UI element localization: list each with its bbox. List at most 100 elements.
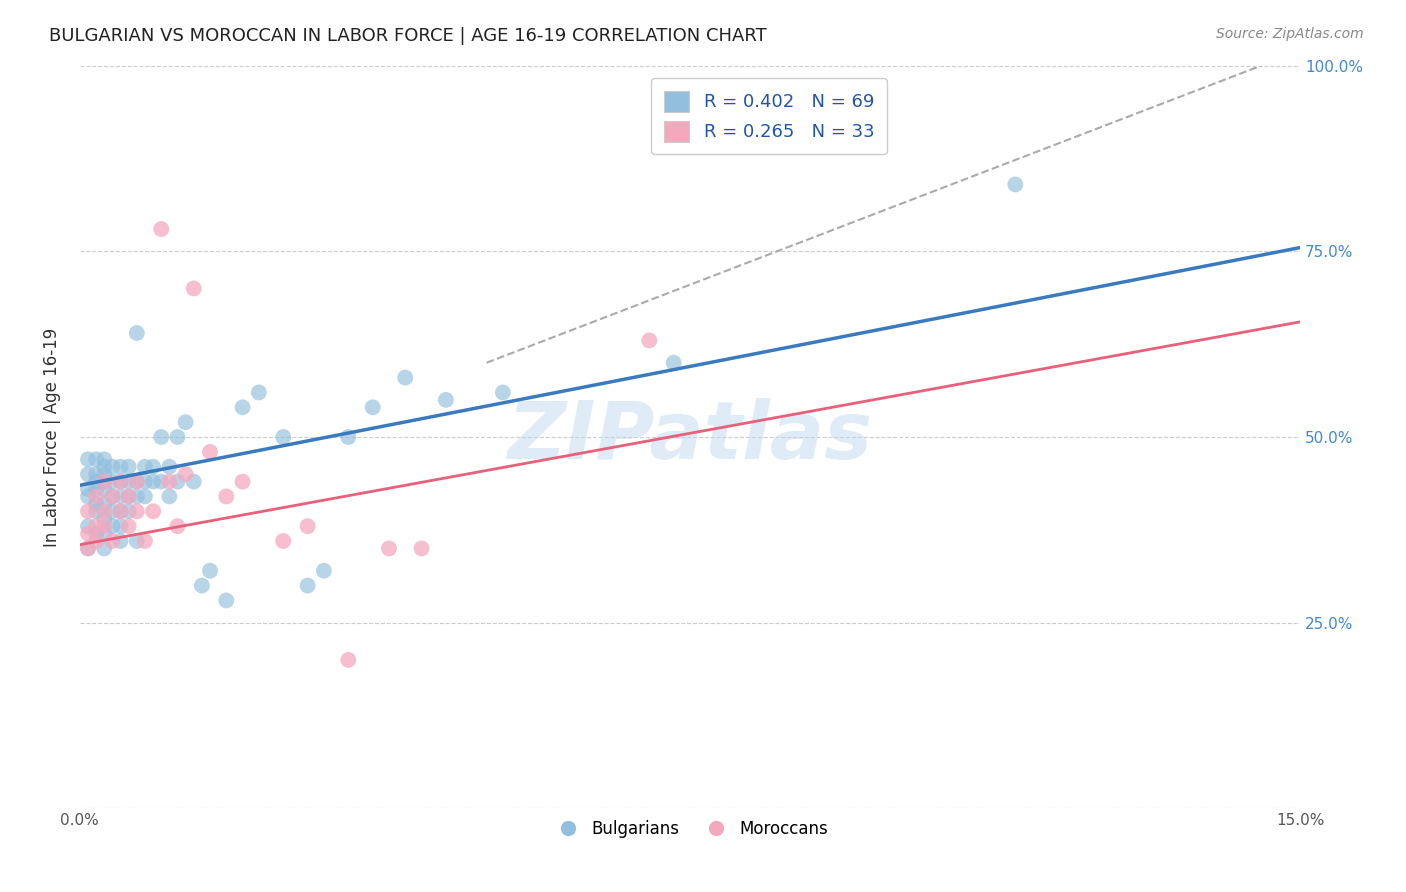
Point [93, 519, 115, 533]
Point [101, 519, 124, 533]
Point [312, 564, 335, 578]
Point [271, 534, 294, 549]
Point [125, 326, 148, 340]
Point [110, 504, 132, 518]
Point [247, 385, 270, 400]
Point [183, 281, 205, 295]
Point [110, 534, 132, 549]
Point [271, 430, 294, 444]
Point [232, 475, 254, 489]
Point [110, 475, 132, 489]
Point [84, 519, 107, 533]
Point [93, 475, 115, 489]
Point [118, 475, 141, 489]
Point [157, 475, 180, 489]
Point [157, 459, 180, 474]
Point [110, 519, 132, 533]
Point [84, 490, 107, 504]
Point [166, 430, 188, 444]
Point [142, 475, 165, 489]
Point [93, 512, 115, 526]
Point [183, 475, 205, 489]
Point [297, 519, 319, 533]
Point [118, 459, 141, 474]
Point [84, 504, 107, 518]
Point [157, 490, 180, 504]
Point [134, 475, 156, 489]
Point [118, 490, 141, 504]
Point [84, 482, 107, 496]
Point [110, 504, 132, 518]
Point [84, 526, 107, 541]
Point [150, 475, 173, 489]
Point [101, 459, 124, 474]
Point [125, 534, 148, 549]
Point [150, 430, 173, 444]
Point [101, 490, 124, 504]
Point [77, 504, 100, 518]
Point [118, 490, 141, 504]
Text: Source: ZipAtlas.com: Source: ZipAtlas.com [1216, 27, 1364, 41]
Point [93, 459, 115, 474]
Point [434, 392, 457, 407]
Point [337, 430, 360, 444]
Point [77, 490, 100, 504]
Point [215, 593, 238, 607]
Point [297, 578, 319, 592]
Point [337, 653, 360, 667]
Point [166, 475, 188, 489]
Point [118, 504, 141, 518]
Point [134, 490, 156, 504]
Point [84, 452, 107, 467]
Point [101, 475, 124, 489]
Text: BULGARIAN VS MOROCCAN IN LABOR FORCE | AGE 16-19 CORRELATION CHART: BULGARIAN VS MOROCCAN IN LABOR FORCE | A… [49, 27, 766, 45]
Point [101, 490, 124, 504]
Point [198, 445, 221, 459]
Point [142, 459, 165, 474]
Point [118, 519, 141, 533]
Point [125, 490, 148, 504]
Point [101, 534, 124, 549]
Point [134, 534, 156, 549]
Point [93, 475, 115, 489]
Point [93, 452, 115, 467]
Point [77, 526, 100, 541]
Point [361, 401, 384, 415]
Point [101, 504, 124, 518]
Point [232, 401, 254, 415]
Point [662, 356, 685, 370]
Point [125, 475, 148, 489]
Point [77, 541, 100, 556]
Point [93, 497, 115, 511]
Point [93, 541, 115, 556]
Point [174, 467, 197, 482]
Point [492, 385, 515, 400]
Point [134, 459, 156, 474]
Point [638, 334, 661, 348]
Point [1004, 178, 1026, 192]
Point [125, 504, 148, 518]
Point [77, 452, 100, 467]
Y-axis label: In Labor Force | Age 16-19: In Labor Force | Age 16-19 [44, 327, 60, 547]
Point [378, 541, 401, 556]
Point [93, 467, 115, 482]
Point [77, 519, 100, 533]
Point [110, 459, 132, 474]
Point [84, 467, 107, 482]
Point [84, 497, 107, 511]
Point [77, 467, 100, 482]
Point [411, 541, 433, 556]
Point [84, 475, 107, 489]
Point [215, 490, 238, 504]
Point [77, 482, 100, 496]
Point [93, 526, 115, 541]
Point [394, 370, 416, 384]
Point [93, 504, 115, 518]
Text: ZIPatlas: ZIPatlas [508, 398, 873, 476]
Point [110, 490, 132, 504]
Point [198, 564, 221, 578]
Point [125, 475, 148, 489]
Point [77, 541, 100, 556]
Point [84, 534, 107, 549]
Legend: Bulgarians, Moroccans: Bulgarians, Moroccans [546, 814, 835, 845]
